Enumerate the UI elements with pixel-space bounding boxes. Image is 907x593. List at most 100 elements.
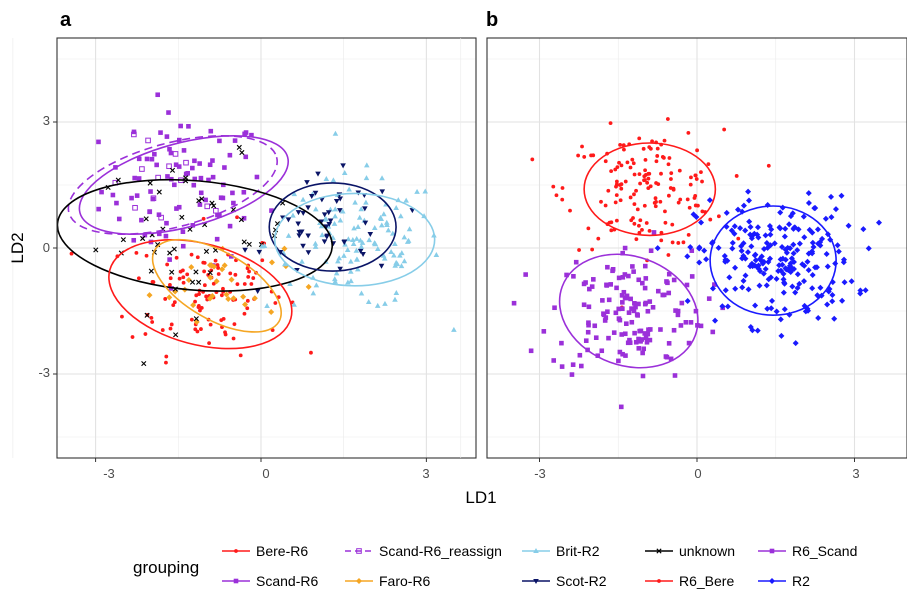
data-point-r6_scand [601, 311, 606, 317]
data-point-bere-r6 [202, 260, 207, 265]
data-point-scand-r6 [155, 92, 161, 98]
data-point-r6_bere [637, 136, 642, 141]
data-point-r6_scand [586, 322, 591, 328]
data-point-r6_scand [689, 274, 695, 279]
data-point-bere-r6 [246, 274, 251, 279]
data-point-bere-r6 [249, 282, 254, 286]
data-point-scot-r2 [379, 189, 386, 195]
data-point-brit-r2 [381, 211, 387, 217]
data-point-bere-r6 [219, 293, 224, 298]
data-point-bere-r6 [151, 280, 156, 284]
data-point-r6_bere [622, 147, 626, 152]
data-point-unknown [209, 200, 215, 206]
data-point-brit-r2 [300, 196, 306, 202]
data-point-r2 [790, 250, 797, 257]
data-point-r6_scand [608, 282, 614, 287]
data-point-scand-r6 [220, 182, 226, 188]
data-point-r6_bere [666, 162, 671, 167]
data-point-r6_bere [646, 186, 651, 191]
data-point-unknown [239, 149, 245, 156]
data-point-unknown [207, 270, 213, 276]
data-point-unknown [169, 167, 176, 173]
data-point-r2 [780, 270, 787, 277]
data-point-r6_bere [530, 157, 535, 162]
data-point-r6_bere [708, 217, 713, 222]
data-point-bere-r6 [245, 306, 250, 311]
data-point-r6_scand [579, 363, 584, 369]
data-point-r6_scand [622, 331, 628, 337]
data-point-bere-r6 [181, 275, 186, 280]
data-point-r2 [857, 290, 864, 297]
data-point-r2 [829, 298, 836, 305]
data-point-r6_scand [706, 296, 712, 301]
data-point-brit-r2 [401, 234, 408, 240]
data-point-brit-r2 [323, 176, 330, 182]
data-point-scand-r6 [227, 223, 233, 229]
data-point-bere-r6 [164, 360, 168, 365]
data-point-scand-r6 [156, 231, 162, 237]
data-point-r6_bere [638, 218, 643, 223]
ellipse-scand-r6_reassign [67, 135, 278, 235]
x-tick-label-b-0: 0 [694, 466, 701, 481]
data-point-r2 [731, 223, 738, 230]
panel-a [12, 37, 510, 462]
data-point-r6_bere [614, 193, 619, 198]
data-point-bere-r6 [180, 268, 185, 273]
data-point-scand-r6 [254, 174, 260, 180]
data-point-r2 [746, 218, 753, 225]
data-point-brit-r2 [401, 258, 408, 264]
data-point-r2 [822, 215, 829, 222]
data-point-scand-r6 [177, 137, 182, 143]
data-point-r2 [744, 249, 751, 256]
data-point-bere-r6 [189, 252, 194, 257]
data-point-r6_scand [636, 277, 642, 283]
data-point-r6_scand [627, 337, 632, 343]
legend-marker [356, 578, 362, 584]
data-point-r6_bere [631, 161, 636, 166]
data-point-bere-r6 [216, 272, 221, 276]
data-point-r6_bere [635, 207, 640, 212]
data-point-bere-r6 [143, 332, 148, 336]
data-point-brit-r2 [348, 278, 354, 284]
data-point-r2 [762, 266, 769, 273]
data-point-r6_bere [614, 184, 618, 189]
data-point-r6_scand [666, 290, 672, 296]
data-point-scand-r6 [149, 156, 155, 162]
data-point-bere-r6 [195, 329, 200, 334]
data-point-r6_scand [651, 230, 657, 235]
data-point-brit-r2 [405, 237, 412, 243]
data-point-r6_scand [616, 275, 622, 281]
data-point-r2 [729, 239, 736, 246]
data-point-r6_bere [577, 248, 581, 252]
data-point-r6_scand [622, 272, 628, 277]
data-point-scand-r6 [168, 150, 174, 156]
data-point-r6_scand [666, 271, 672, 277]
data-point-scot-r2 [327, 218, 334, 224]
data-point-r6_bere [632, 221, 637, 226]
data-point-scand-r6 [183, 171, 189, 177]
data-point-bere-r6 [136, 276, 141, 281]
data-point-brit-r2 [433, 251, 440, 257]
data-point-r6_scand [605, 309, 610, 315]
data-point-r6_bere [628, 195, 633, 200]
data-point-scand-r6 [178, 123, 183, 129]
data-point-r6_bere [568, 208, 572, 213]
data-point-r6_bere [560, 197, 565, 202]
data-point-scand-r6_reassign [131, 131, 137, 138]
data-point-r2 [654, 245, 661, 252]
data-point-r6_bere [590, 247, 595, 252]
data-point-r6_scand [600, 298, 605, 303]
data-point-scand-r6 [131, 237, 137, 243]
data-point-r6_bere [632, 202, 637, 207]
data-point-brit-r2 [356, 214, 363, 220]
data-point-unknown [179, 214, 185, 220]
data-point-scot-r2 [256, 249, 263, 255]
data-point-r6_scand [671, 277, 677, 283]
data-point-r6_scand [573, 259, 579, 265]
data-point-r6_scand [636, 301, 641, 307]
data-point-scand-r6 [191, 182, 197, 188]
data-point-scand-r6 [116, 216, 122, 222]
data-point-r2 [726, 274, 733, 281]
data-point-scand-r6 [136, 176, 142, 181]
data-point-brit-r2 [339, 208, 346, 214]
